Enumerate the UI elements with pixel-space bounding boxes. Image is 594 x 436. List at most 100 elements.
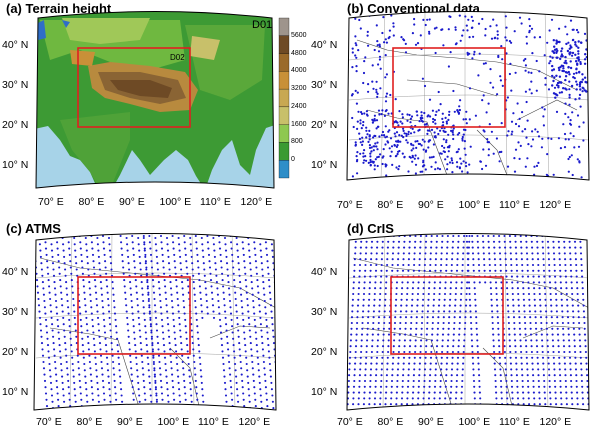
observation-dot bbox=[45, 253, 48, 256]
observation-dot bbox=[232, 272, 235, 275]
observation-dot bbox=[360, 350, 363, 354]
observation-dot bbox=[522, 403, 525, 406]
observation-dot bbox=[112, 367, 115, 370]
observation-dot bbox=[136, 297, 139, 301]
observation-dot bbox=[460, 391, 463, 394]
observation-dot bbox=[397, 362, 400, 365]
observation-dot bbox=[462, 29, 465, 32]
observation-dot bbox=[578, 339, 581, 342]
observation-dot bbox=[272, 342, 276, 345]
observation-dot bbox=[547, 246, 550, 249]
observation-dot bbox=[434, 113, 437, 117]
observation-dot bbox=[467, 281, 471, 284]
observation-dot bbox=[42, 360, 45, 364]
observation-dot bbox=[506, 287, 509, 290]
observation-dot bbox=[538, 292, 541, 296]
observation-dot bbox=[47, 272, 50, 275]
observation-dot bbox=[476, 350, 479, 354]
observation-dot bbox=[419, 170, 422, 173]
observation-dot bbox=[211, 297, 214, 301]
observation-dot bbox=[182, 373, 185, 376]
observation-dot bbox=[400, 134, 403, 137]
observation-dot bbox=[436, 327, 439, 330]
observation-dot bbox=[168, 268, 171, 271]
observation-dot bbox=[514, 246, 517, 249]
observation-dot bbox=[423, 123, 426, 126]
observation-dot bbox=[578, 85, 582, 88]
observation-dot bbox=[407, 258, 410, 261]
observation-dot bbox=[583, 316, 586, 319]
observation-dot bbox=[535, 59, 538, 63]
observation-dot bbox=[389, 403, 392, 406]
observation-dot bbox=[155, 255, 158, 258]
observation-dot bbox=[537, 368, 540, 371]
observation-dot bbox=[513, 327, 516, 330]
observation-dot bbox=[173, 405, 176, 408]
observation-dot bbox=[419, 240, 422, 243]
observation-dot bbox=[125, 236, 128, 240]
observation-dot bbox=[385, 275, 388, 278]
observation-dot bbox=[264, 386, 267, 389]
observation-dot bbox=[537, 385, 541, 388]
observation-dot bbox=[141, 287, 144, 290]
observation-dot bbox=[265, 398, 268, 401]
observation-dot bbox=[57, 331, 60, 334]
observation-dot bbox=[160, 318, 164, 321]
observation-dot bbox=[451, 246, 454, 249]
observation-dot bbox=[527, 71, 530, 74]
observation-dot bbox=[531, 138, 535, 141]
observation-dot bbox=[369, 368, 373, 371]
observation-dot bbox=[217, 299, 220, 303]
observation-dot bbox=[383, 134, 386, 137]
observation-dot bbox=[534, 128, 537, 131]
observation-dot bbox=[102, 247, 106, 250]
observation-dot bbox=[496, 304, 499, 307]
observation-dot bbox=[574, 350, 577, 354]
observation-dot bbox=[354, 362, 357, 365]
observation-dot bbox=[383, 321, 386, 325]
observation-dot bbox=[389, 155, 392, 158]
observation-dot bbox=[364, 368, 367, 371]
observation-dot bbox=[426, 18, 429, 21]
observation-dot bbox=[94, 356, 97, 359]
observation-dot bbox=[242, 253, 245, 256]
observation-dot bbox=[569, 119, 572, 122]
observation-dot bbox=[441, 345, 444, 348]
observation-dot bbox=[352, 292, 355, 296]
observation-dot bbox=[438, 298, 441, 301]
observation-dot bbox=[470, 339, 473, 342]
observation-dot bbox=[84, 236, 87, 240]
observation-dot bbox=[400, 298, 403, 301]
observation-dot bbox=[577, 310, 580, 313]
observation-dot bbox=[218, 312, 221, 315]
lon-tick-label: 120° E bbox=[238, 416, 271, 428]
observation-dot bbox=[129, 281, 132, 284]
observation-dot bbox=[181, 287, 184, 290]
observation-dot bbox=[554, 397, 557, 400]
observation-dot bbox=[537, 374, 540, 377]
observation-dot bbox=[497, 327, 500, 330]
observation-dot bbox=[365, 129, 368, 132]
observation-dot bbox=[566, 49, 570, 53]
observation-dot bbox=[154, 243, 157, 246]
observation-dot bbox=[428, 32, 431, 35]
observation-dot bbox=[46, 260, 49, 263]
observation-dot bbox=[412, 379, 415, 383]
observation-dot bbox=[129, 287, 132, 290]
observation-dot bbox=[427, 146, 430, 149]
observation-dot bbox=[573, 339, 576, 342]
observation-dot bbox=[574, 252, 577, 255]
observation-dot bbox=[526, 374, 529, 377]
observation-dot bbox=[568, 234, 571, 238]
observation-dot bbox=[490, 37, 494, 40]
observation-dot bbox=[383, 304, 387, 307]
observation-dot bbox=[174, 344, 177, 347]
lat-tick-label: 10° N bbox=[2, 159, 29, 171]
observation-dot bbox=[172, 318, 175, 321]
observation-dot bbox=[142, 306, 145, 309]
observation-dot bbox=[110, 335, 113, 338]
observation-dot bbox=[134, 272, 137, 275]
observation-dot bbox=[507, 310, 510, 313]
observation-dot bbox=[55, 306, 58, 309]
observation-dot bbox=[468, 287, 471, 290]
